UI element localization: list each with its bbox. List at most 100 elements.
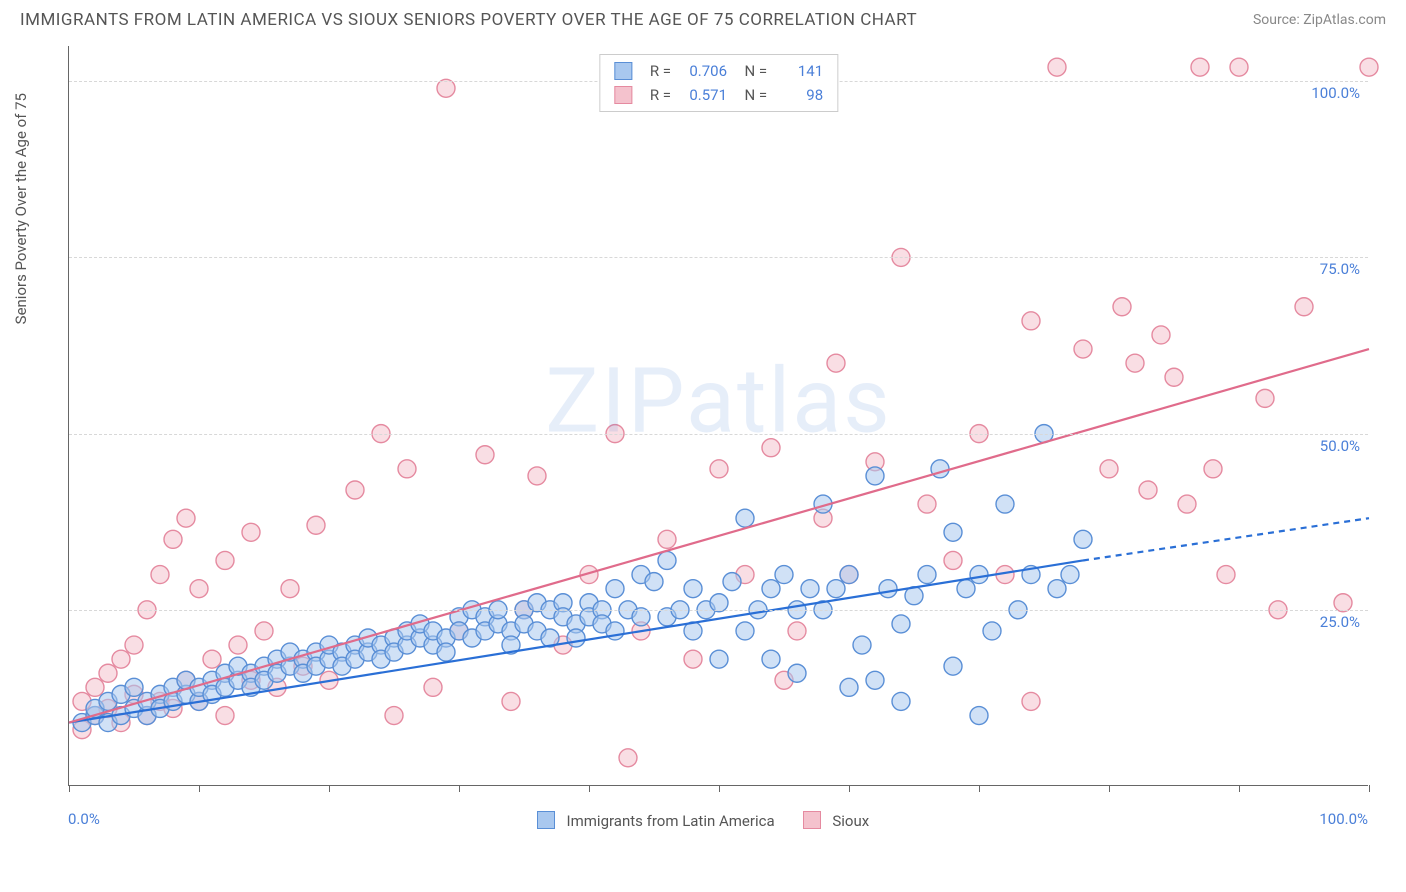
scatter-point [151,566,169,584]
correlation-legend: R = 0.706 N = 141 R = 0.571 N = 98 [599,54,838,112]
scatter-point [892,615,910,633]
scatter-point [710,650,728,668]
scatter-point [242,523,260,541]
scatter-point [684,650,702,668]
scatter-point [112,650,130,668]
scatter-point [775,566,793,584]
plot-area: ZIPatlas R = 0.706 N = 141 R = 0.571 N =… [68,46,1368,786]
scatter-point [944,551,962,569]
scatter-point [957,580,975,598]
x-tick [1369,785,1370,792]
scatter-point [1022,692,1040,710]
series-legend: Immigrants from Latin America Sioux [20,811,1386,830]
scatter-point [970,566,988,584]
scatter-point [944,523,962,541]
x-tick [459,785,460,792]
x-tick [719,785,720,792]
gridline [69,610,1368,611]
gridline [69,257,1368,258]
scatter-point [1152,326,1170,344]
scatter-point [853,636,871,654]
scatter-point [1100,460,1118,478]
scatter-point [1204,460,1222,478]
scatter-svg [69,46,1368,785]
regression-line [69,560,1083,722]
scatter-point [840,566,858,584]
y-tick-label: 50.0% [1320,437,1360,455]
legend-label-1: Sioux [832,812,869,830]
chart-title: IMMIGRANTS FROM LATIN AMERICA VS SIOUX S… [20,10,917,30]
scatter-point [658,530,676,548]
scatter-point [827,580,845,598]
y-axis-label: Seniors Poverty Over the Age of 75 [12,93,30,324]
x-tick [69,785,70,792]
scatter-point [723,573,741,591]
scatter-point [736,509,754,527]
scatter-point [983,622,1001,640]
scatter-point [645,573,663,591]
scatter-point [762,439,780,457]
r-label: R = [650,59,671,83]
scatter-point [866,671,884,689]
scatter-point [1191,58,1209,76]
scatter-point [281,580,299,598]
scatter-point [1256,389,1274,407]
scatter-point [1230,58,1248,76]
scatter-point [229,636,247,654]
scatter-point [918,495,936,513]
scatter-point [1126,354,1144,372]
legend-row-0: R = 0.706 N = 141 [614,59,823,83]
scatter-point [307,516,325,534]
legend-swatch-icon [803,811,821,829]
scatter-point [1165,368,1183,386]
x-tick [329,785,330,792]
scatter-point [788,622,806,640]
legend-item-0: Immigrants from Latin America [537,811,775,830]
scatter-point [476,446,494,464]
scatter-point [1061,566,1079,584]
scatter-point [216,551,234,569]
x-tick [199,785,200,792]
scatter-point [1217,566,1235,584]
r-value-1: 0.571 [681,83,727,107]
scatter-point [437,643,455,661]
scatter-point [424,678,442,696]
scatter-point [788,664,806,682]
scatter-point [1048,580,1066,598]
y-tick-label: 100.0% [1311,84,1360,102]
scatter-point [190,580,208,598]
scatter-point [944,657,962,675]
scatter-point [710,460,728,478]
gridline [69,434,1368,435]
n-value-1: 98 [777,83,823,107]
legend-row-1: R = 0.571 N = 98 [614,83,823,107]
scatter-point [177,509,195,527]
scatter-point [346,481,364,499]
n-label: N = [737,83,767,107]
scatter-point [385,707,403,725]
scatter-point [684,580,702,598]
scatter-point [1139,481,1157,499]
n-value-0: 141 [777,59,823,83]
scatter-point [99,664,117,682]
scatter-point [398,460,416,478]
scatter-point [125,636,143,654]
x-tick [1239,785,1240,792]
legend-swatch-0 [614,62,632,80]
scatter-point [996,495,1014,513]
scatter-point [502,692,520,710]
scatter-point [892,692,910,710]
r-label: R = [650,83,671,107]
n-label: N = [737,59,767,83]
x-tick [589,785,590,792]
scatter-point [1360,58,1378,76]
scatter-point [879,580,897,598]
scatter-point [762,650,780,668]
scatter-point [619,749,637,767]
scatter-point [255,622,273,640]
scatter-point [606,580,624,598]
x-tick [849,785,850,792]
scatter-point [762,580,780,598]
y-tick-label: 75.0% [1320,260,1360,278]
scatter-point [528,467,546,485]
